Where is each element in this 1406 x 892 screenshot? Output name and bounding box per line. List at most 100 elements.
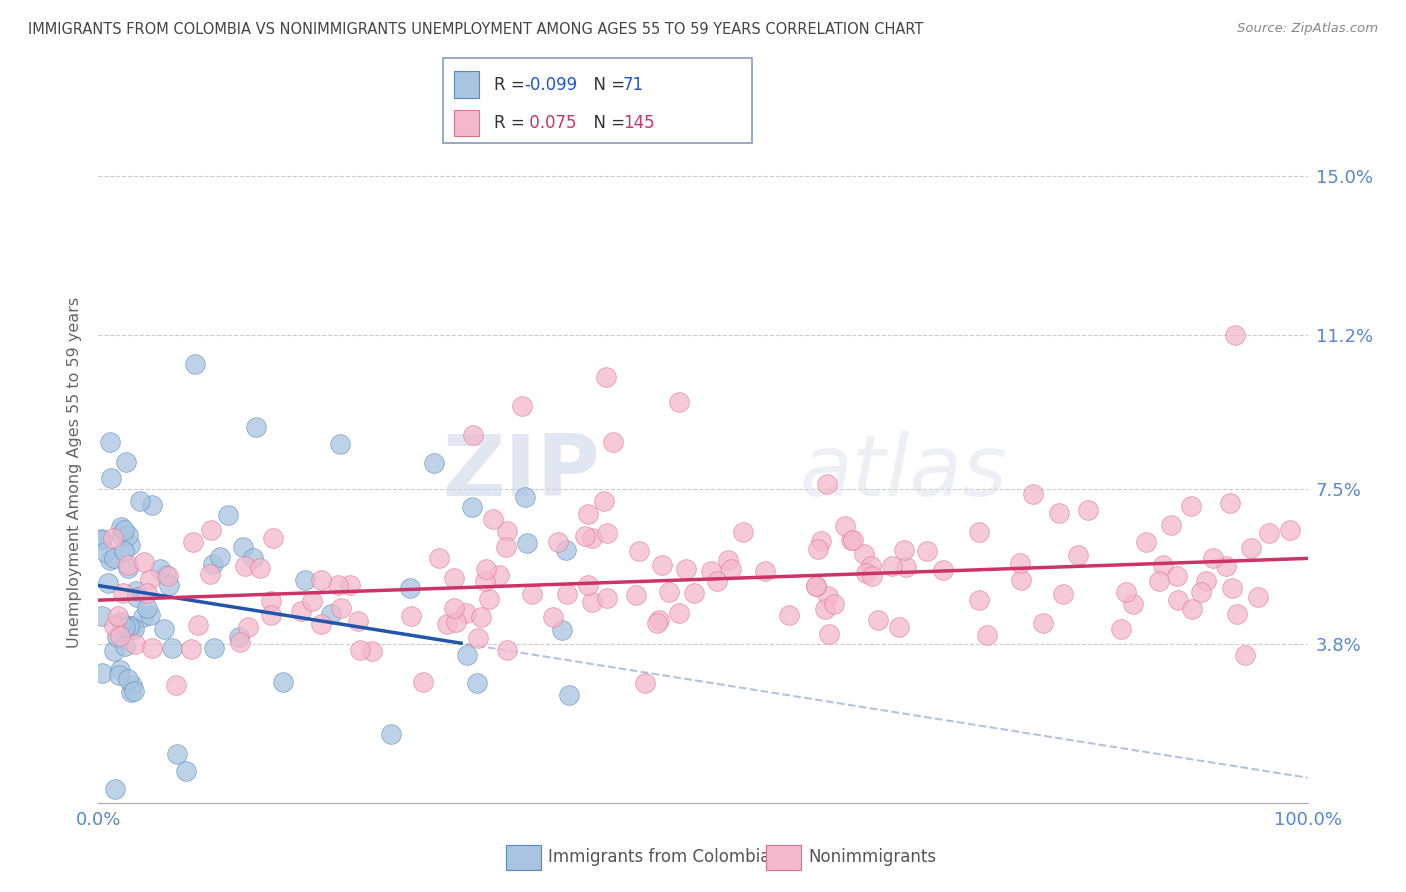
Point <box>465 675 488 690</box>
Point <box>117 561 139 575</box>
Point <box>233 558 256 573</box>
Point <box>117 528 139 542</box>
Point <box>103 619 125 633</box>
Point <box>139 607 162 622</box>
Point <box>1202 550 1225 565</box>
Point <box>111 586 134 600</box>
Point <box>208 549 231 564</box>
Point <box>229 634 252 648</box>
Point <box>103 531 125 545</box>
Point <box>184 357 207 371</box>
Point <box>516 535 538 549</box>
Point <box>444 615 467 629</box>
Point <box>495 540 517 554</box>
Point <box>91 665 114 680</box>
Point <box>110 520 132 534</box>
Point <box>896 560 918 574</box>
Point <box>731 524 754 539</box>
Point <box>720 562 742 576</box>
Point <box>398 582 420 596</box>
Point <box>887 620 910 634</box>
Point <box>1160 518 1182 533</box>
Point <box>423 456 446 470</box>
Point <box>128 494 150 508</box>
Point <box>1121 598 1143 612</box>
Point <box>290 604 312 618</box>
Point <box>576 578 599 592</box>
Point <box>555 542 578 557</box>
Point <box>823 597 845 611</box>
Point <box>176 764 198 778</box>
Point <box>90 532 112 546</box>
Point <box>574 529 596 543</box>
Point <box>648 613 671 627</box>
Point <box>321 607 343 621</box>
Text: Immigrants from Colombia: Immigrants from Colombia <box>548 848 770 866</box>
Point <box>1189 585 1212 599</box>
Point <box>91 608 114 623</box>
Point <box>149 562 172 576</box>
Point <box>602 434 624 449</box>
Text: 71: 71 <box>623 76 644 94</box>
Point <box>593 494 616 508</box>
Point <box>260 608 283 623</box>
Point <box>543 610 565 624</box>
Point <box>581 595 603 609</box>
Point <box>456 648 478 662</box>
Point <box>232 540 254 554</box>
Point <box>651 558 673 572</box>
Point <box>114 620 136 634</box>
Point <box>581 531 603 545</box>
Point <box>496 524 519 538</box>
Point <box>1195 574 1218 588</box>
Point <box>817 627 839 641</box>
Point <box>121 678 143 692</box>
Point <box>260 594 283 608</box>
Point <box>814 602 837 616</box>
Point <box>238 620 260 634</box>
Point <box>204 641 226 656</box>
Point <box>474 574 496 589</box>
Point <box>121 619 143 633</box>
Point <box>467 631 489 645</box>
Point <box>187 618 209 632</box>
Point <box>156 569 179 583</box>
Point <box>361 644 384 658</box>
Text: R =: R = <box>494 114 530 132</box>
Point <box>114 639 136 653</box>
Point <box>1022 486 1045 500</box>
Point <box>136 601 159 615</box>
Point <box>868 613 890 627</box>
Point <box>1010 573 1032 587</box>
Point <box>470 610 492 624</box>
Point <box>141 641 163 656</box>
Point <box>110 663 132 677</box>
Point <box>100 471 122 485</box>
Point <box>488 567 510 582</box>
Point <box>125 590 148 604</box>
Point <box>1240 541 1263 556</box>
Point <box>668 607 690 621</box>
Point <box>200 567 222 582</box>
Point <box>200 523 222 537</box>
Point <box>855 566 877 581</box>
Point <box>117 672 139 686</box>
Point <box>122 683 145 698</box>
Point <box>893 543 915 558</box>
Point <box>294 574 316 588</box>
Point <box>1167 592 1189 607</box>
Point <box>166 747 188 761</box>
Point <box>481 511 503 525</box>
Point <box>1032 615 1054 630</box>
Point <box>249 561 271 575</box>
Point <box>510 399 533 413</box>
Point <box>329 436 352 450</box>
Point <box>108 629 131 643</box>
Point <box>1135 534 1157 549</box>
Point <box>1181 601 1204 615</box>
Point <box>555 587 578 601</box>
Point <box>242 551 264 566</box>
Point <box>976 628 998 642</box>
Point <box>157 578 180 592</box>
Point <box>104 782 127 797</box>
